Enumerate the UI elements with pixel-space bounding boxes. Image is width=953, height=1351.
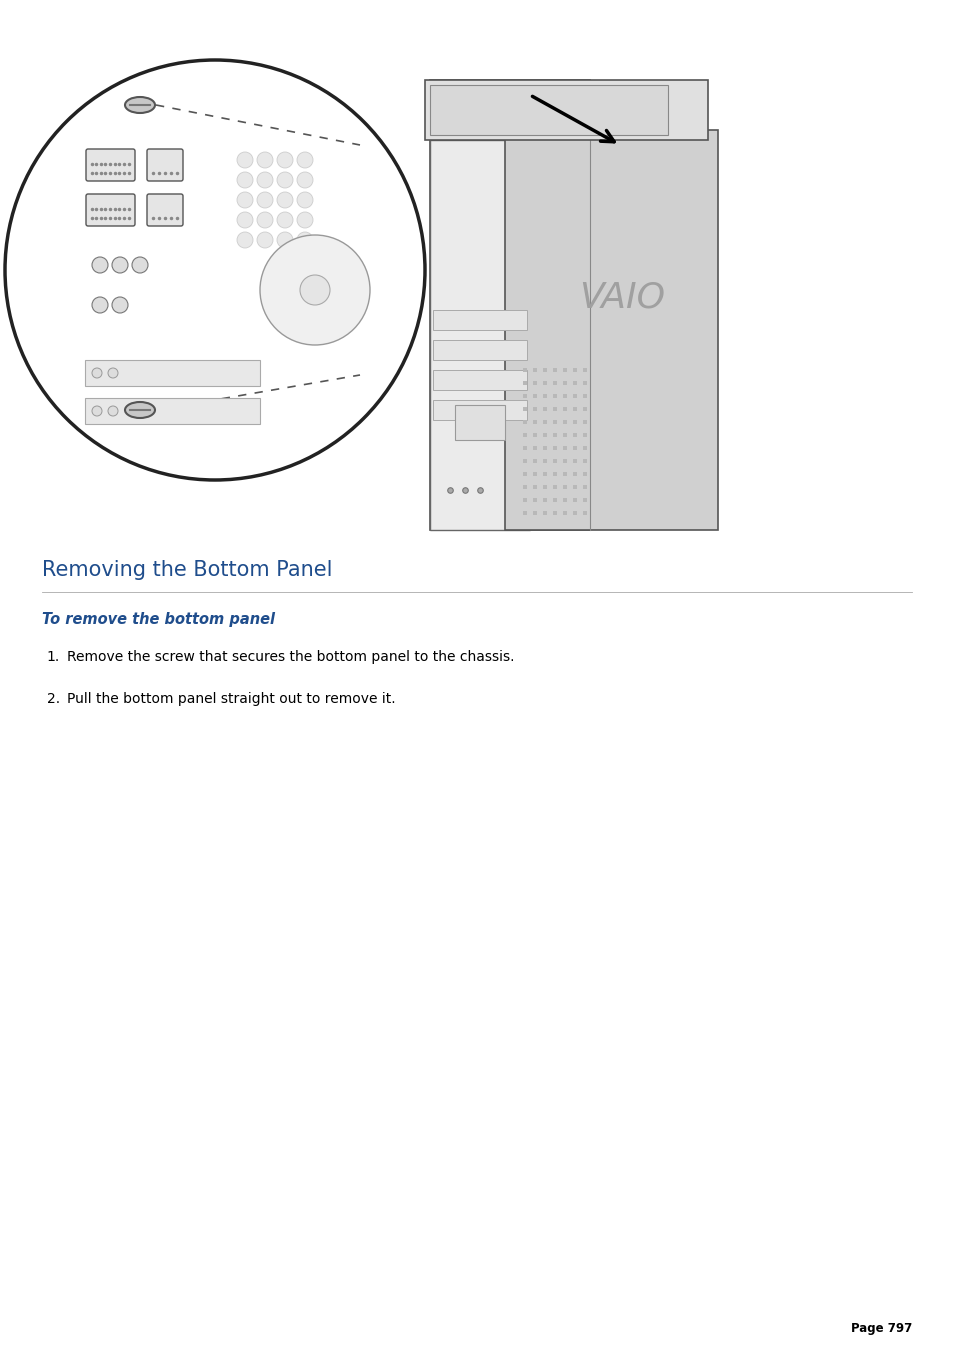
Text: Removing the Bottom Panel: Removing the Bottom Panel: [42, 561, 333, 580]
Text: Page 797: Page 797: [850, 1323, 911, 1335]
Circle shape: [276, 153, 293, 168]
Ellipse shape: [125, 97, 154, 113]
Circle shape: [236, 192, 253, 208]
Circle shape: [276, 232, 293, 249]
Circle shape: [236, 232, 253, 249]
Bar: [433, 370, 526, 390]
Text: Pull the bottom panel straight out to remove it.: Pull the bottom panel straight out to re…: [67, 692, 395, 707]
Circle shape: [299, 276, 330, 305]
Circle shape: [236, 212, 253, 228]
Bar: [424, 80, 707, 141]
Circle shape: [91, 367, 102, 378]
Circle shape: [276, 212, 293, 228]
Bar: [430, 80, 589, 530]
Circle shape: [108, 367, 118, 378]
FancyBboxPatch shape: [147, 149, 183, 181]
Circle shape: [236, 172, 253, 188]
Bar: [504, 130, 718, 530]
Circle shape: [91, 257, 108, 273]
Circle shape: [236, 153, 253, 168]
Circle shape: [91, 297, 108, 313]
Circle shape: [108, 407, 118, 416]
FancyBboxPatch shape: [86, 149, 135, 181]
Bar: [433, 309, 526, 330]
Text: To remove the bottom panel: To remove the bottom panel: [42, 612, 274, 627]
Bar: [433, 340, 526, 359]
Bar: [430, 85, 667, 135]
Circle shape: [256, 192, 273, 208]
Text: 2.: 2.: [47, 692, 60, 707]
Circle shape: [260, 235, 370, 345]
Bar: [430, 141, 530, 530]
Circle shape: [296, 153, 313, 168]
Circle shape: [112, 297, 128, 313]
Bar: [455, 405, 504, 440]
Circle shape: [256, 212, 273, 228]
Bar: [433, 400, 526, 420]
Circle shape: [256, 172, 273, 188]
Circle shape: [112, 257, 128, 273]
Ellipse shape: [125, 403, 154, 417]
Circle shape: [256, 153, 273, 168]
Circle shape: [91, 407, 102, 416]
Circle shape: [276, 172, 293, 188]
Circle shape: [296, 172, 313, 188]
Text: 1.: 1.: [47, 650, 60, 663]
Circle shape: [296, 232, 313, 249]
Bar: [85, 359, 260, 386]
Circle shape: [296, 212, 313, 228]
Circle shape: [5, 59, 424, 480]
Circle shape: [276, 192, 293, 208]
Text: VAIO: VAIO: [578, 281, 664, 315]
Bar: [85, 399, 260, 424]
Circle shape: [256, 232, 273, 249]
Circle shape: [132, 257, 148, 273]
Circle shape: [296, 192, 313, 208]
Text: Remove the screw that secures the bottom panel to the chassis.: Remove the screw that secures the bottom…: [67, 650, 514, 663]
FancyBboxPatch shape: [147, 195, 183, 226]
FancyBboxPatch shape: [86, 195, 135, 226]
